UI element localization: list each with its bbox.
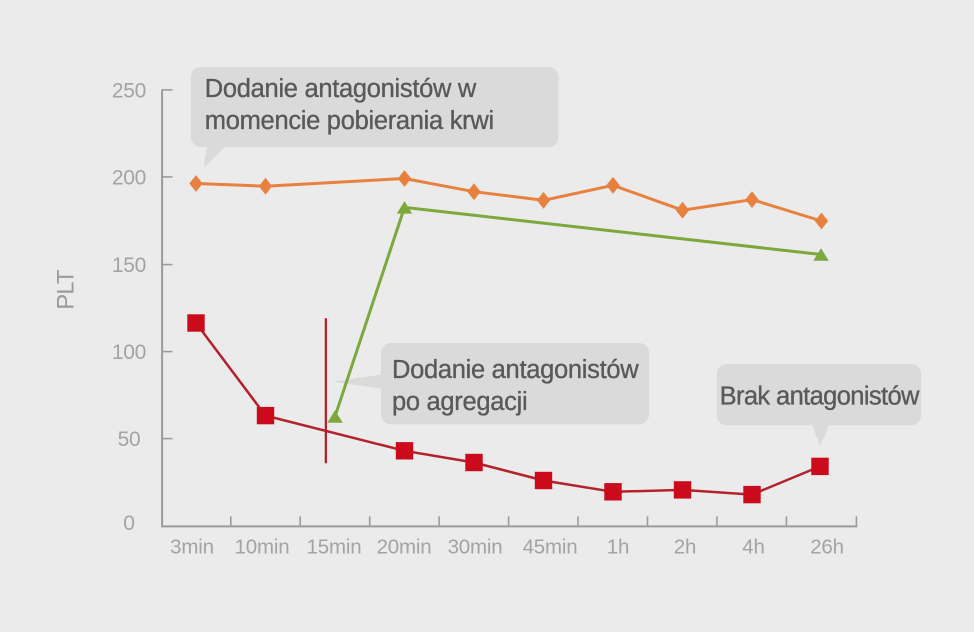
svg-text:15min: 15min xyxy=(307,536,362,559)
svg-text:45min: 45min xyxy=(523,536,578,559)
svg-text:200: 200 xyxy=(112,166,146,189)
svg-text:150: 150 xyxy=(112,254,146,277)
svg-text:20min: 20min xyxy=(377,536,432,559)
svg-text:Brak antagonistów: Brak antagonistów xyxy=(720,383,920,411)
svg-text:10min: 10min xyxy=(235,536,290,559)
svg-text:2h: 2h xyxy=(674,536,696,559)
svg-text:50: 50 xyxy=(118,428,141,451)
svg-text:1h: 1h xyxy=(607,536,629,559)
svg-text:PLT: PLT xyxy=(53,269,80,310)
svg-text:3min: 3min xyxy=(170,536,214,559)
svg-text:100: 100 xyxy=(112,341,146,364)
svg-text:26h: 26h xyxy=(810,536,844,559)
svg-text:Dodanie antagonistów: Dodanie antagonistów xyxy=(392,356,639,384)
svg-text:Dodanie antagonistów w: Dodanie antagonistów w xyxy=(205,75,477,103)
svg-text:30min: 30min xyxy=(448,536,503,559)
svg-text:po agregacji: po agregacji xyxy=(392,388,527,416)
svg-text:4h: 4h xyxy=(742,536,764,559)
svg-text:250: 250 xyxy=(112,79,146,102)
svg-text:momencie pobierania krwi: momencie pobierania krwi xyxy=(205,107,494,135)
svg-text:0: 0 xyxy=(123,512,134,535)
